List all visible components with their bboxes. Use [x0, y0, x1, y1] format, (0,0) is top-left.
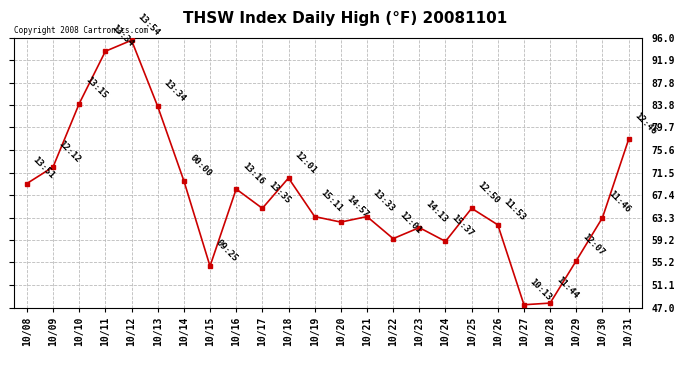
Text: 10:13: 10:13 [528, 277, 553, 302]
Text: 15:37: 15:37 [450, 213, 475, 238]
Text: 14:13: 14:13 [424, 200, 449, 225]
Text: 12:07: 12:07 [580, 232, 606, 258]
Text: 12:46: 12:46 [633, 111, 658, 136]
Text: 09:25: 09:25 [214, 238, 239, 263]
Text: Copyright 2008 Cartronics.com: Copyright 2008 Cartronics.com [14, 26, 148, 35]
Text: 11:44: 11:44 [554, 275, 580, 300]
Text: 13:35: 13:35 [266, 180, 292, 206]
Text: 12:01: 12:01 [397, 210, 423, 236]
Text: 13:16: 13:16 [240, 161, 266, 186]
Text: 13:51: 13:51 [31, 155, 57, 181]
Text: 15:11: 15:11 [319, 188, 344, 214]
Text: 13:34: 13:34 [162, 78, 187, 104]
Text: 13:54: 13:54 [136, 12, 161, 38]
Text: 00:00: 00:00 [188, 153, 213, 178]
Text: 13:33: 13:33 [371, 188, 397, 214]
Text: 11:46: 11:46 [607, 189, 632, 215]
Text: 14:57: 14:57 [345, 194, 371, 219]
Text: 13:15: 13:15 [83, 75, 109, 101]
Text: THSW Index Daily High (°F) 20081101: THSW Index Daily High (°F) 20081101 [183, 11, 507, 26]
Text: 11:53: 11:53 [502, 197, 527, 222]
Text: 12:01: 12:01 [293, 150, 318, 175]
Text: 12:12: 12:12 [57, 139, 83, 164]
Text: 13:34: 13:34 [110, 23, 135, 48]
Text: 12:50: 12:50 [476, 180, 501, 206]
